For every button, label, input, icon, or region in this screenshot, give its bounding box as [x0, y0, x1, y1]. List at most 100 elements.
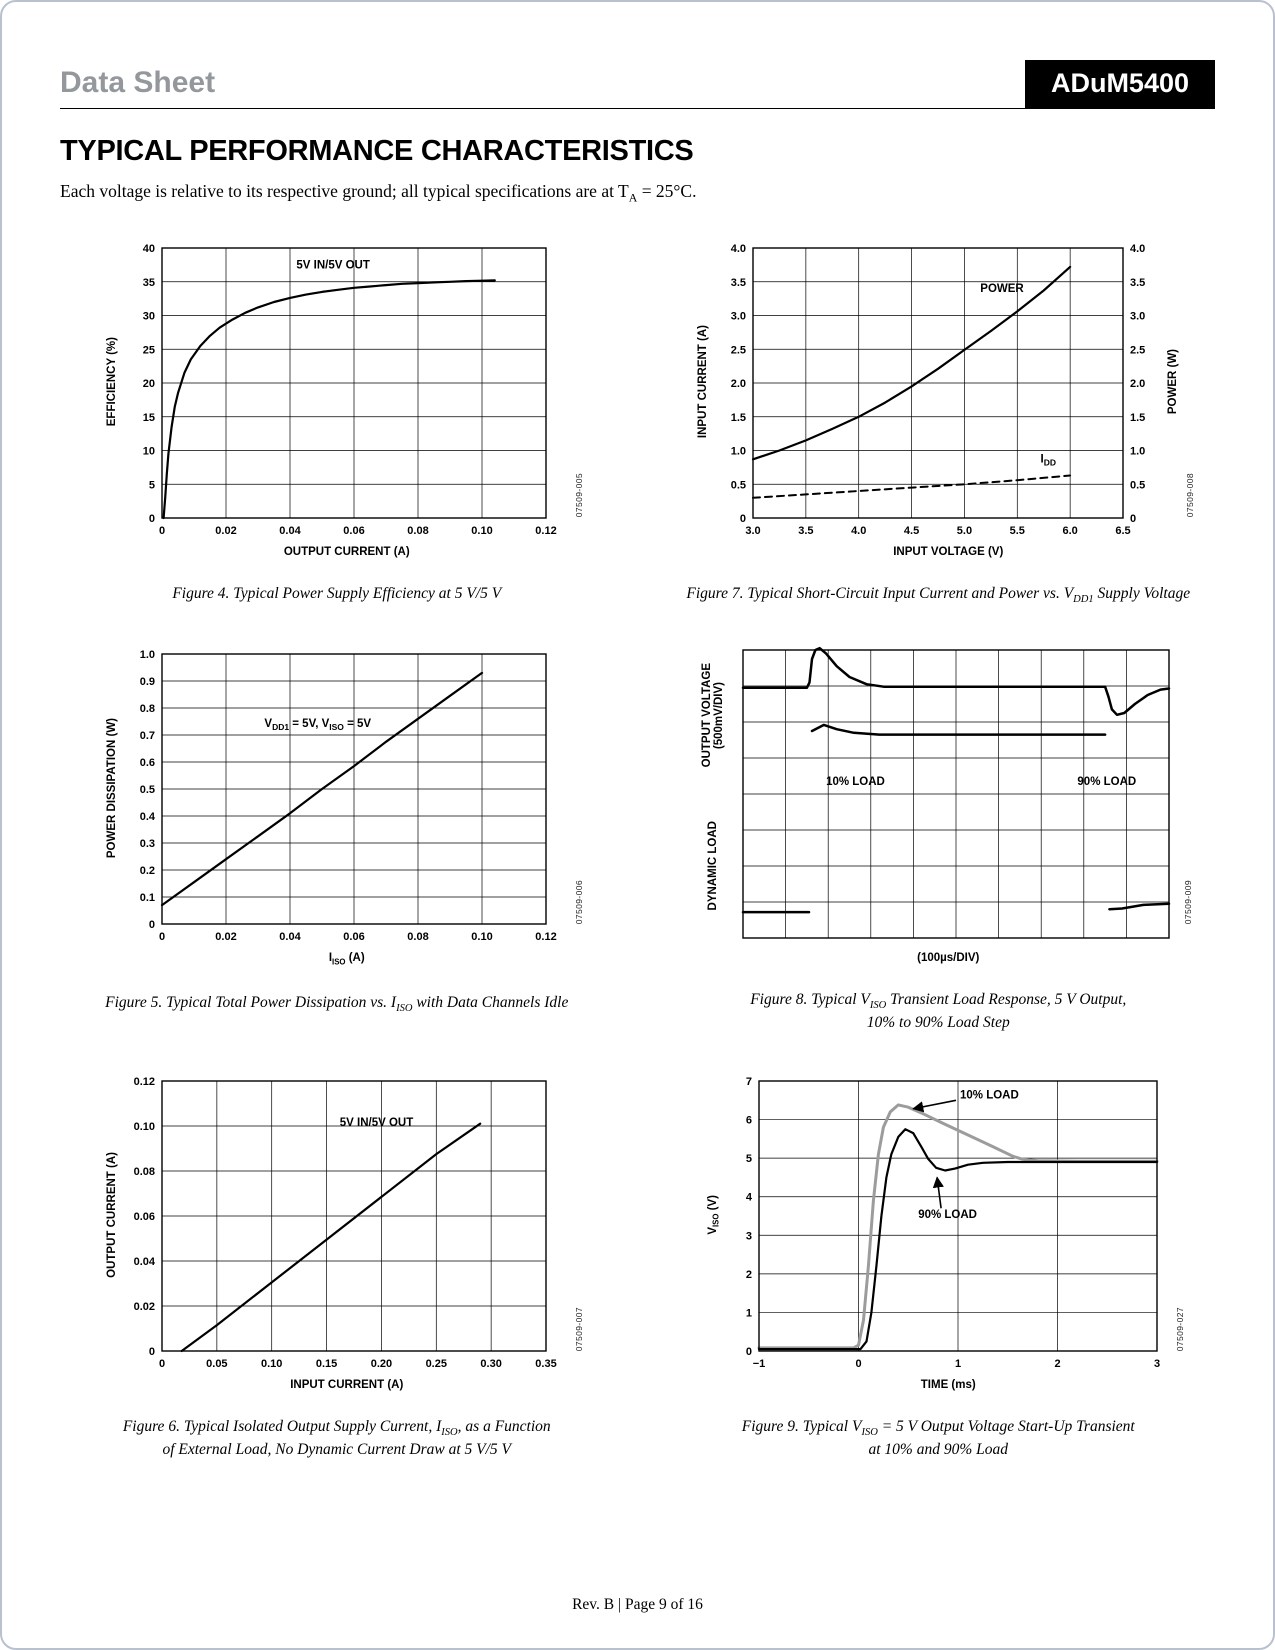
figure-9-x-axis-title: TIME (ms) — [920, 1379, 976, 1392]
svg-text:7: 7 — [746, 1076, 752, 1088]
svg-text:10: 10 — [143, 445, 155, 457]
svg-text:0.8: 0.8 — [139, 703, 154, 715]
y-axis-label: VISO (V) — [706, 1195, 720, 1236]
svg-text:VDD1 = 5V, VISO = 5V: VDD1 = 5V, VISO = 5V — [264, 718, 371, 732]
svg-text:10% LOAD: 10% LOAD — [826, 776, 885, 788]
svg-text:0.10: 0.10 — [261, 1358, 282, 1370]
svg-text:0.35: 0.35 — [535, 1358, 556, 1370]
svg-text:0.06: 0.06 — [133, 1211, 154, 1223]
svg-text:0.04: 0.04 — [133, 1256, 155, 1268]
figure-5-block: POWER DISSIPATION (W) 0 0.02 0.04 0.06 0.08 0… — [102, 640, 584, 1033]
svg-text:0.06: 0.06 — [343, 931, 364, 943]
svg-text:30: 30 — [143, 310, 155, 322]
svg-text:0.05: 0.05 — [206, 1358, 227, 1370]
svg-text:35: 35 — [143, 276, 155, 288]
figure-5-caption: Figure 5. Typical Total Power Dissipatio… — [105, 993, 568, 1016]
figure-6-caption: Figure 6. Typical Isolated Output Supply… — [123, 1417, 551, 1460]
y-axis-label: OUTPUT CURRENT (A) — [105, 1152, 118, 1279]
caption-line: Figure 8. Typical VISO Transient Load Re… — [750, 991, 1127, 1012]
svg-text:2: 2 — [746, 1269, 752, 1281]
svg-text:0: 0 — [149, 1346, 155, 1358]
svg-text:1.5: 1.5 — [1130, 411, 1145, 423]
svg-text:0.25: 0.25 — [425, 1358, 446, 1370]
figure-4-watermark: 07509-005 — [573, 473, 584, 518]
svg-text:90% LOAD: 90% LOAD — [918, 1209, 977, 1221]
svg-text:0.7: 0.7 — [139, 730, 154, 742]
svg-text:4.0: 4.0 — [851, 525, 866, 537]
intro-text: Each voltage is relative to its respecti… — [60, 181, 697, 205]
svg-text:5V IN/5V OUT: 5V IN/5V OUT — [296, 259, 370, 271]
figure-9-block: VISO (V) −1 0 1 2 3 0 1 2 3 4 5 6 7 10% LOAD 90% LOAD … — [703, 1067, 1186, 1460]
svg-text:1: 1 — [955, 1358, 961, 1370]
svg-text:0.10: 0.10 — [133, 1121, 154, 1133]
svg-text:0.4: 0.4 — [139, 811, 155, 823]
figure-8-caption: Figure 8. Typical VISO Transient Load Re… — [750, 990, 1126, 1033]
caption-line: Figure 5. Typical Total Power Dissipatio… — [105, 993, 569, 1014]
figure-8-output-voltage-label: OUTPUT VOLTAGE (500mV/DIV) — [695, 640, 731, 790]
figure-7-x-axis-title: INPUT VOLTAGE (V) — [893, 545, 1004, 558]
figure-7-plot-area: INPUT CURRENT (A) 3.0 3.5 4.0 4.5 5.0 5.5 6.0 6… — [693, 234, 1195, 544]
figure-7-y-axis-title: INPUT CURRENT (A) — [693, 234, 713, 544]
svg-text:0.2: 0.2 — [139, 865, 154, 877]
svg-text:3: 3 — [746, 1231, 752, 1243]
svg-text:3.5: 3.5 — [798, 525, 813, 537]
svg-text:0.08: 0.08 — [133, 1166, 154, 1178]
figure-4-plot-area: EFFICIENCY (%) 0 0.02 0.04 0.06 0.08 0.10 0.12… — [102, 234, 584, 544]
section-title: TYPICAL PERFORMANCE CHARACTERISTICS — [60, 135, 694, 167]
caption-line: Figure 9. Typical VISO = 5 V Output Volt… — [741, 1418, 1135, 1439]
svg-text:IDD: IDD — [1041, 453, 1056, 467]
caption-line: Figure 6. Typical Isolated Output Supply… — [122, 1418, 551, 1439]
svg-text:3: 3 — [1154, 1358, 1160, 1370]
figure-6-watermark: 07509-007 — [573, 1306, 584, 1352]
svg-text:6: 6 — [746, 1115, 752, 1127]
part-number-text: ADuM5400 — [1050, 68, 1189, 98]
page-header: Data Sheet ADuM5400 — [60, 60, 1215, 109]
svg-text:3.0: 3.0 — [731, 310, 746, 322]
svg-text:0.02: 0.02 — [215, 931, 236, 943]
caption-line: of External Load, No Dynamic Current Dra… — [162, 1441, 512, 1459]
svg-text:0.12: 0.12 — [535, 525, 556, 537]
svg-text:1.0: 1.0 — [731, 445, 746, 457]
svg-text:5.0: 5.0 — [957, 525, 972, 537]
svg-text:0: 0 — [149, 513, 155, 525]
figure-5-x-axis-title: IISO (A) — [328, 952, 365, 967]
svg-text:5: 5 — [746, 1153, 752, 1165]
svg-text:0.12: 0.12 — [535, 931, 556, 943]
svg-text:4.0: 4.0 — [731, 243, 746, 255]
svg-text:0: 0 — [159, 931, 165, 943]
y-axis-label-units: (500mV/DIV) — [713, 681, 726, 749]
svg-text:2: 2 — [1055, 1358, 1061, 1370]
figure-7-block: INPUT CURRENT (A) 3.0 3.5 4.0 4.5 5.0 5.5 6.0 6… — [686, 234, 1195, 607]
figure-8-y-axis-titles: OUTPUT VOLTAGE (500mV/DIV) DYNAMIC LOAD — [695, 640, 731, 950]
svg-text:90% LOAD: 90% LOAD — [1078, 776, 1137, 788]
svg-text:3.0: 3.0 — [746, 525, 761, 537]
svg-text:15: 15 — [143, 411, 155, 423]
figure-6-x-axis-title: INPUT CURRENT (A) — [290, 1379, 404, 1392]
svg-text:0: 0 — [856, 1358, 862, 1370]
y-axis-label: INPUT CURRENT (A) — [697, 324, 710, 439]
doc-type-label: Data Sheet — [60, 66, 216, 99]
svg-text:0.5: 0.5 — [1130, 479, 1145, 491]
charts-grid: EFFICIENCY (%) 0 0.02 0.04 0.06 0.08 0.10 0.12… — [58, 234, 1217, 1461]
page-footer: Rev. B | Page 9 of 16 — [572, 1596, 703, 1613]
svg-text:0: 0 — [159, 1358, 165, 1370]
figure-9-y-axis-title: VISO (V) — [703, 1067, 723, 1377]
figure-9-plot-area: VISO (V) −1 0 1 2 3 0 1 2 3 4 5 6 7 10% LOAD 90% LOAD … — [703, 1067, 1186, 1377]
figure-8-watermark: 07509-009 — [1183, 880, 1194, 925]
y-axis-label: EFFICIENCY (%) — [105, 336, 118, 427]
figure-7-caption: Figure 7. Typical Short-Circuit Input Cu… — [686, 584, 1190, 607]
svg-text:6.5: 6.5 — [1116, 525, 1131, 537]
svg-text:4: 4 — [746, 1192, 753, 1204]
svg-text:4.0: 4.0 — [1130, 243, 1145, 255]
svg-text:3.5: 3.5 — [1130, 276, 1145, 288]
figure-6-chart: 0 0.05 0.10 0.15 0.20 0.25 0.30 0.35 0 0.02 0.04 0.… — [133, 1076, 556, 1370]
svg-text:0.5: 0.5 — [139, 784, 154, 796]
svg-text:0: 0 — [159, 525, 165, 537]
svg-text:−1: −1 — [753, 1358, 766, 1370]
figure-8-block: OUTPUT VOLTAGE (500mV/DIV) DYNAMIC LOAD … — [695, 640, 1193, 1033]
svg-text:5: 5 — [149, 479, 155, 491]
figure-5-chart: 0 0.02 0.04 0.06 0.08 0.10 0.12 0 0.1 0.2 0.3 0.4 0.… — [139, 649, 556, 943]
caption-line: Figure 7. Typical Short-Circuit Input Cu… — [686, 584, 1191, 605]
svg-text:4.5: 4.5 — [904, 525, 919, 537]
